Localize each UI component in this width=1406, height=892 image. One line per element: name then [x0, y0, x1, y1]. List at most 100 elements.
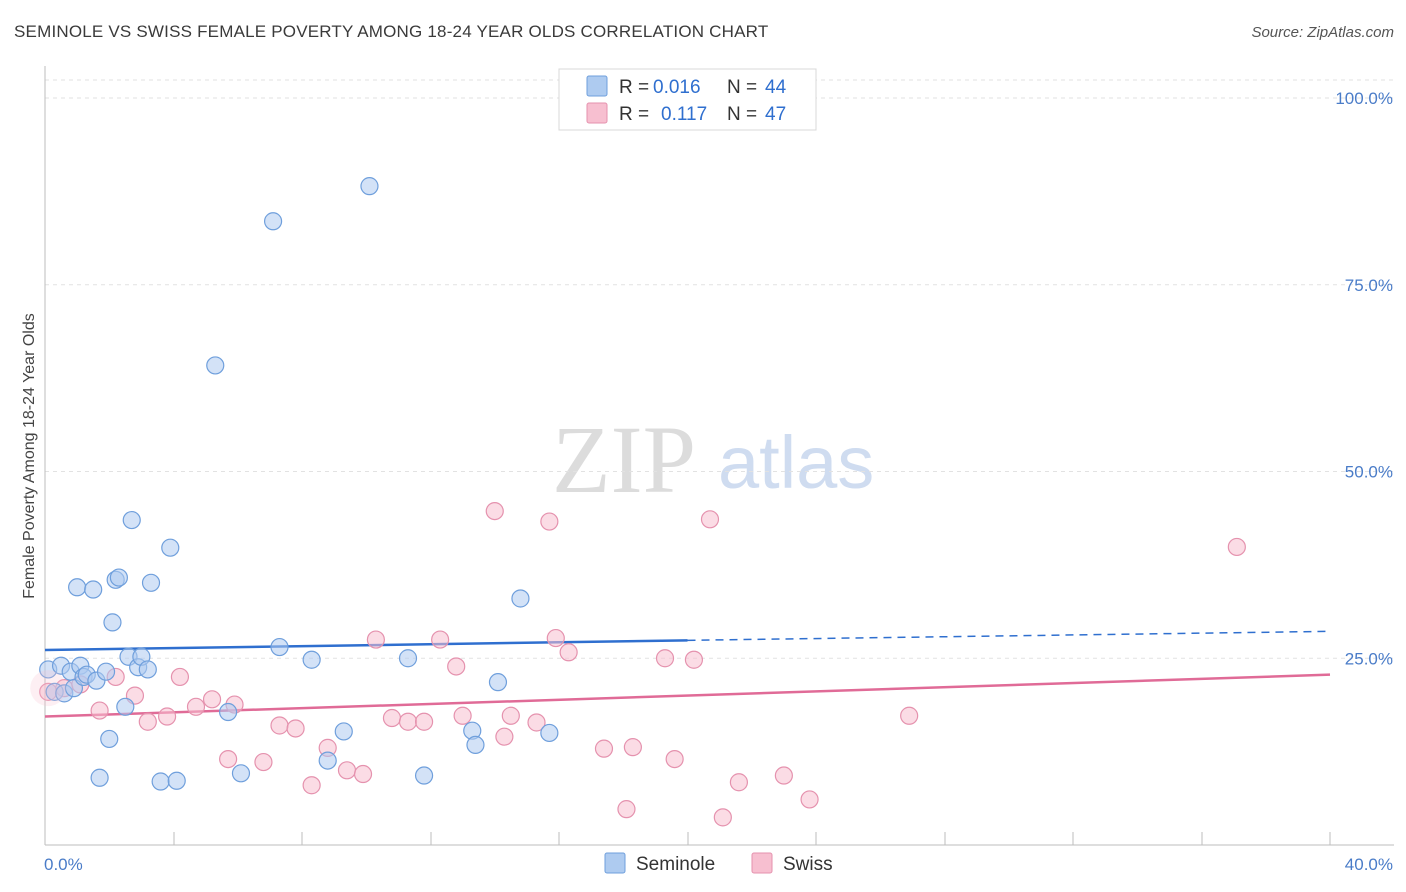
- swiss-point: [337, 761, 357, 780]
- swiss-point: [617, 800, 636, 819]
- x-tick-label: 40.0%: [1345, 855, 1393, 874]
- swiss-point: [559, 643, 578, 662]
- legend-stats: R = 0.016 N = 44 R = 0.117 N = 47: [558, 68, 817, 131]
- swiss-point: [501, 706, 520, 725]
- seminole-point: [511, 589, 530, 608]
- seminole-point: [161, 538, 180, 557]
- seminole-point: [109, 568, 128, 587]
- swiss-point: [900, 706, 919, 725]
- y-tick-labels: 100.0% 75.0% 50.0% 25.0%: [1335, 89, 1393, 668]
- legend-bottom-seminole-label: Seminole: [636, 854, 715, 875]
- y-tick-label: 75.0%: [1345, 276, 1393, 295]
- seminole-point: [84, 580, 103, 599]
- seminole-point: [122, 510, 141, 530]
- seminole-point: [96, 662, 116, 681]
- legend-n-label-swiss: N =: [727, 104, 757, 125]
- x-tick-label: 0.0%: [44, 855, 83, 874]
- swiss-point: [414, 712, 434, 731]
- seminole-point: [116, 697, 135, 716]
- trend-lines: [44, 630, 1331, 718]
- swiss-point: [729, 773, 749, 792]
- swiss-point: [495, 727, 514, 746]
- swiss-trend-line: [44, 673, 1331, 718]
- legend-bottom-swiss-swatch: [751, 852, 773, 874]
- swiss-point: [366, 630, 385, 649]
- seminole-point: [206, 356, 225, 375]
- legend-bottom-seminole-swatch: [604, 852, 626, 874]
- swiss-point: [665, 749, 684, 769]
- legend-series: Seminole Swiss: [604, 852, 833, 875]
- seminole-point: [68, 578, 87, 597]
- legend-seminole-swatch: [586, 75, 608, 97]
- seminole-point: [138, 660, 157, 679]
- seminole-point: [270, 637, 289, 657]
- swiss-point: [485, 501, 504, 521]
- legend-r-value-seminole: 0.016: [653, 77, 701, 98]
- watermark-zip: ZIP: [552, 406, 696, 513]
- seminole-point: [100, 729, 119, 749]
- seminole-trend-extension: [687, 630, 1331, 642]
- swiss-cluster-point: [30, 670, 67, 707]
- swiss-point: [202, 690, 222, 709]
- legend-swiss-swatch: [586, 102, 608, 124]
- swiss-point: [1227, 537, 1246, 557]
- legend-r-value-swiss: 0.117: [661, 104, 707, 125]
- legend-n-label-seminole: N =: [727, 77, 757, 98]
- seminole-point: [219, 702, 238, 722]
- chart-title: SEMINOLE VS SWISS FEMALE POVERTY AMONG 1…: [14, 22, 769, 41]
- swiss-point: [157, 707, 177, 726]
- seminole-trend-line: [44, 639, 688, 652]
- seminole-point: [540, 723, 559, 743]
- swiss-point: [353, 764, 373, 784]
- swiss-point: [447, 657, 466, 676]
- y-tick-label: 25.0%: [1345, 649, 1393, 668]
- swiss-point: [540, 512, 559, 531]
- seminole-point: [263, 212, 283, 231]
- swiss-point: [302, 776, 321, 795]
- swiss-point: [684, 650, 704, 669]
- seminole-point: [151, 772, 170, 791]
- swiss-point: [270, 716, 289, 735]
- axes: [44, 66, 1394, 846]
- seminole-point: [231, 764, 251, 783]
- swiss-point: [713, 808, 732, 827]
- seminole-point: [103, 613, 122, 632]
- swiss-point: [594, 739, 614, 758]
- legend-bottom-swiss-label: Swiss: [783, 854, 833, 875]
- seminole-point: [141, 573, 161, 592]
- y-tick-label: 50.0%: [1345, 463, 1393, 482]
- swiss-point: [546, 628, 565, 648]
- source-label: Source: ZipAtlas.com: [1251, 24, 1394, 41]
- seminole-point: [398, 649, 418, 668]
- swiss-point: [453, 706, 472, 725]
- seminole-point: [334, 722, 353, 741]
- y-tick-label: 100.0%: [1335, 89, 1393, 108]
- swiss-point: [170, 667, 190, 687]
- legend-r-label-seminole: R =: [619, 77, 649, 98]
- legend-n-value-seminole: 44: [765, 77, 787, 98]
- data-points: [30, 177, 1246, 827]
- swiss-point: [219, 749, 238, 769]
- legend-n-value-swiss: 47: [765, 104, 786, 125]
- watermark: ZIP atlas: [552, 406, 874, 513]
- gridlines: [45, 79, 1394, 659]
- swiss-point: [90, 701, 109, 720]
- y-axis-label: Female Poverty Among 18-24 Year Olds: [21, 313, 38, 599]
- seminole-point: [167, 771, 186, 790]
- watermark-atlas: atlas: [718, 421, 874, 504]
- swiss-point: [286, 719, 305, 738]
- swiss-point: [254, 752, 273, 772]
- swiss-point: [382, 708, 402, 728]
- swiss-point: [398, 712, 418, 731]
- seminole-point: [488, 673, 508, 692]
- swiss-point: [431, 630, 450, 649]
- legend-r-label-swiss: R =: [619, 104, 649, 125]
- swiss-point: [800, 790, 819, 809]
- seminole-point: [360, 177, 379, 196]
- swiss-point: [623, 738, 642, 757]
- seminole-point: [466, 735, 485, 755]
- seminole-point: [90, 768, 109, 787]
- seminole-point: [302, 650, 321, 669]
- swiss-point: [774, 766, 793, 785]
